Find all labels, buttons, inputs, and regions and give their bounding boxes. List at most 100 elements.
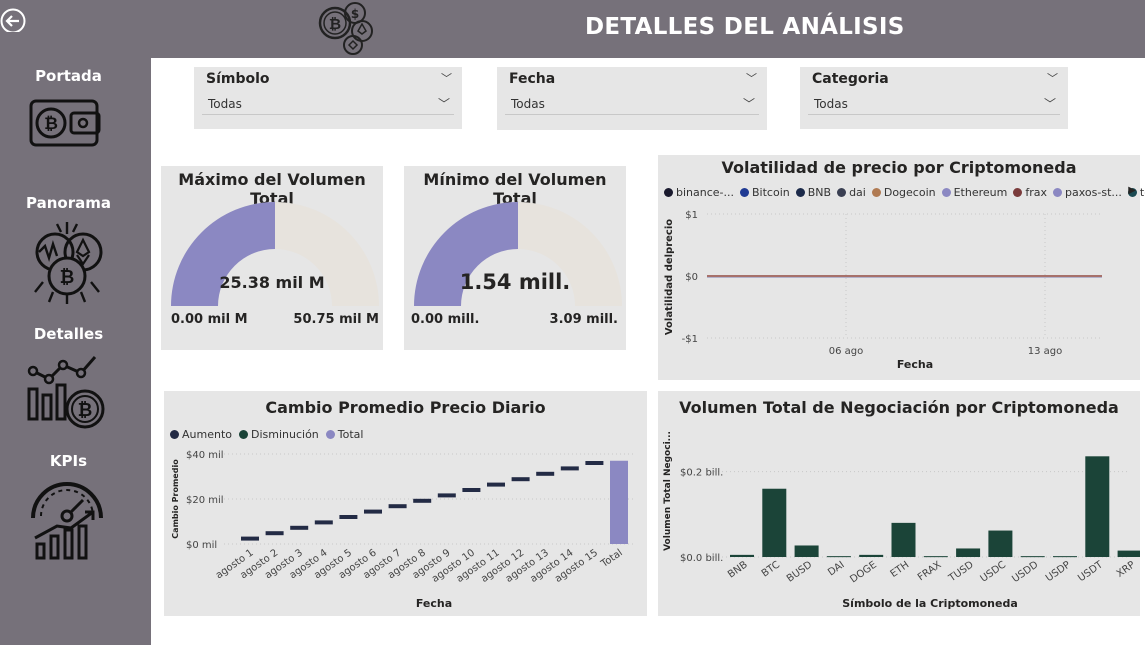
volume-bar bbox=[859, 554, 884, 557]
volume-bar bbox=[1053, 556, 1077, 558]
legend-dot bbox=[837, 188, 847, 197]
x-axis-title: Fecha bbox=[416, 597, 452, 610]
legend-item[interactable]: Total bbox=[325, 428, 364, 441]
y-tick-label: $0 mil bbox=[186, 540, 217, 551]
x-tick-label: USDT bbox=[1076, 559, 1106, 584]
nav-panorama-label: Panorama bbox=[26, 194, 111, 212]
chevron-down-icon[interactable]: ﹀ bbox=[746, 72, 757, 85]
y-tick-label: $0 bbox=[685, 272, 698, 283]
waterfall-step bbox=[560, 466, 579, 471]
x-tick-label: 06 ago bbox=[829, 346, 864, 357]
nav-kpis-label: KPIs bbox=[49, 452, 88, 470]
legend-item[interactable]: Aumento bbox=[170, 428, 232, 441]
legend-item[interactable]: frax bbox=[1013, 186, 1047, 199]
crypto-network-icon: ₿ bbox=[34, 222, 103, 304]
y-tick-label: $0.2 bill. bbox=[680, 468, 723, 479]
x-tick-label: Total bbox=[598, 547, 624, 570]
x-tick-label: 13 ago bbox=[1028, 346, 1063, 357]
waterfall-step bbox=[585, 461, 604, 465]
total-bar bbox=[610, 460, 628, 544]
x-tick-label: ETH bbox=[889, 559, 912, 579]
chevron-down-icon[interactable]: ﹀ bbox=[441, 72, 452, 85]
y-axis-title: Cambio Promedio bbox=[171, 459, 180, 539]
waterfall-chart-card: Cambio Promedio Precio Diario Aumento Dis… bbox=[164, 391, 647, 616]
volume-bar bbox=[794, 545, 819, 557]
svg-text:₿: ₿ bbox=[329, 15, 341, 33]
waterfall-step bbox=[314, 520, 333, 525]
slicer-categoria: Categoria ﹀ Todas ﹀ bbox=[800, 67, 1068, 129]
waterfall-step bbox=[388, 504, 407, 509]
legend-label: Dogecoin bbox=[883, 186, 936, 199]
x-tick-label: BUSD bbox=[785, 559, 815, 584]
waterfall-step bbox=[511, 477, 530, 482]
legend-item[interactable]: binance-... bbox=[664, 186, 734, 199]
y-tick-label: $40 mil bbox=[186, 450, 224, 461]
volatility-plot: $1 $0 -$1 06 ago 13 ago Fecha Volatilidad delp… bbox=[664, 210, 1102, 371]
legend-item[interactable]: Disminución bbox=[239, 428, 319, 441]
volume-chart-card: Volumen Total de Negociación por Criptom… bbox=[658, 391, 1140, 616]
waterfall-step bbox=[487, 482, 505, 487]
gauge-card-maximo: Máximo del Volumen Total 25.38 mil M 0.0… bbox=[161, 166, 383, 350]
slicer-categoria-value: Todas bbox=[814, 97, 848, 111]
gauge-minimo bbox=[414, 202, 622, 306]
svg-text:₿: ₿ bbox=[78, 400, 93, 421]
volume-bar bbox=[762, 488, 787, 557]
x-tick-label: FRAX bbox=[916, 559, 944, 583]
waterfall-step bbox=[290, 525, 309, 530]
gauge-minimo-max: 3.09 mill. bbox=[549, 312, 618, 327]
legend-item[interactable]: dai bbox=[837, 186, 866, 199]
x-tick-label: USDC bbox=[979, 559, 1009, 584]
legend-label: Bitcoin bbox=[752, 186, 790, 199]
legend-item[interactable]: paxos-st... bbox=[1053, 186, 1122, 199]
legend-item[interactable]: Dogecoin bbox=[871, 186, 936, 199]
legend-item[interactable]: Ethereum bbox=[941, 186, 1008, 199]
legend-next-icon[interactable]: ▶ bbox=[1128, 185, 1136, 196]
volatility-legend: binance-... Bitcoin BNB dai Dogecoin Ethereum… bbox=[664, 186, 1145, 199]
legend-label: Ethereum bbox=[953, 186, 1008, 199]
bitcoin-wallet-icon: ₿ bbox=[29, 99, 101, 147]
y-tick-label: $0.0 bill. bbox=[680, 553, 723, 564]
volume-bar bbox=[988, 530, 1013, 557]
legend-dot bbox=[239, 430, 248, 439]
nav-panorama[interactable]: Panorama ₿ bbox=[0, 194, 151, 306]
legend-item[interactable]: BNB bbox=[795, 186, 831, 199]
slicer-fecha-dropdown[interactable]: Todas ﹀ bbox=[505, 95, 759, 115]
nav-detalles-label: Detalles bbox=[33, 325, 104, 343]
gauge-minimo-fill bbox=[414, 202, 518, 306]
volume-bar bbox=[891, 522, 916, 557]
back-arrow-icon[interactable] bbox=[0, 4, 28, 34]
legend-dot bbox=[1053, 188, 1063, 197]
slicer-simbolo-title: Símbolo bbox=[206, 71, 270, 87]
gauge-maximo-fill bbox=[171, 202, 275, 306]
chevron-down-icon[interactable]: ﹀ bbox=[1047, 72, 1058, 85]
svg-text:$: $ bbox=[351, 7, 359, 21]
legend-dot bbox=[325, 430, 335, 439]
gauge-card-minimo: Mínimo del Volumen Total 1.54 mill. 0.00… bbox=[404, 166, 626, 350]
slicer-simbolo-dropdown[interactable]: Todas ﹀ bbox=[202, 95, 454, 115]
legend-item[interactable]: tether bbox=[1127, 186, 1145, 199]
legend-label: binance-... bbox=[676, 186, 734, 199]
legend-label: Total bbox=[337, 428, 364, 441]
waterfall-step bbox=[437, 493, 456, 498]
x-tick-label: USDP bbox=[1044, 559, 1073, 584]
waterfall-step bbox=[413, 498, 432, 503]
y-axis-title: Volatilidad delprecio bbox=[664, 219, 675, 335]
waterfall-step bbox=[265, 531, 284, 536]
nav-portada[interactable]: Portada ₿ bbox=[0, 67, 151, 149]
speedometer-growth-icon bbox=[31, 482, 103, 560]
slicer-categoria-dropdown[interactable]: Todas ﹀ bbox=[808, 95, 1060, 115]
y-axis-title: Volumen Total Negoci... bbox=[663, 431, 673, 551]
waterfall-step bbox=[241, 536, 259, 541]
sidebar: Portada ₿ Panorama ₿ Detalles bbox=[0, 0, 151, 645]
nav-detalles[interactable]: Detalles ₿ bbox=[0, 325, 151, 431]
volume-bar bbox=[1020, 556, 1045, 558]
nav-portada-label: Portada bbox=[35, 67, 102, 85]
slicer-fecha: Fecha ﹀ Todas ﹀ bbox=[497, 67, 767, 130]
legend-label: Aumento bbox=[182, 428, 232, 441]
legend-item[interactable]: Bitcoin bbox=[740, 186, 790, 199]
chevron-down-icon: ﹀ bbox=[742, 97, 755, 111]
legend-dot bbox=[871, 188, 881, 197]
nav-kpis[interactable]: KPIs bbox=[0, 452, 151, 562]
bitcoin-chart-icon: ₿ bbox=[27, 356, 105, 429]
